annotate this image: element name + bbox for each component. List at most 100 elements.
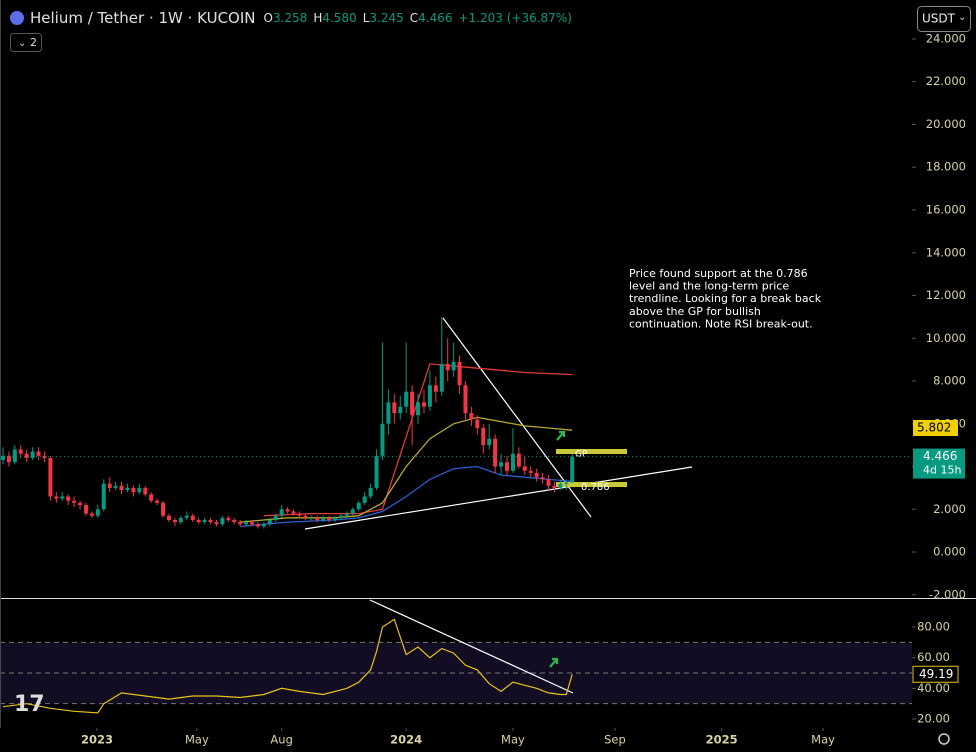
currency-select[interactable] (917, 6, 971, 32)
support-trendline (304, 466, 693, 530)
candle-body (499, 462, 504, 467)
candle-body (398, 406, 403, 414)
arrow-up (556, 430, 566, 441)
x-tick-label: Aug (270, 733, 292, 747)
x-tick-label: May (185, 733, 209, 747)
candle-body (552, 485, 557, 488)
gp-label: GP (575, 450, 588, 460)
candle-body (510, 453, 515, 471)
fib-zone (556, 482, 627, 487)
candle-body (89, 513, 94, 516)
candle-body (421, 402, 426, 407)
candle-body (196, 519, 201, 523)
x-tick-label: 2024 (390, 733, 422, 747)
candle-body (356, 502, 361, 510)
rsi-tick-label: 20.00 (917, 712, 950, 726)
candle-body (12, 449, 17, 463)
candle-body (463, 385, 468, 414)
candle-body (522, 466, 527, 471)
candle-body (143, 487, 148, 495)
candle-body (0, 455, 5, 461)
candle-body (255, 524, 260, 527)
candle-body (214, 522, 219, 525)
candle-body (303, 515, 308, 518)
candle-body (558, 483, 563, 488)
candle-body (107, 483, 112, 488)
y-tick-label: 2.000 (933, 502, 966, 516)
candle-body (250, 522, 255, 525)
candle-body (285, 509, 290, 512)
rsi-trendline (369, 599, 574, 694)
y-tick-label: 16.000 (926, 202, 966, 216)
candle-body (125, 487, 130, 491)
price-pane: GP 0.786 Price found support at the 0.786l… (0, 267, 912, 530)
candle-body (190, 515, 195, 520)
y-tick-label: 10.000 (926, 331, 966, 345)
open: 3.258 (273, 11, 307, 25)
rsi-tick-label: 60.00 (917, 650, 950, 664)
logo: 𝟭𝟳 (14, 692, 45, 717)
chevron: ⌄ (18, 38, 26, 49)
candle-body (493, 438, 498, 467)
candle-body (95, 509, 100, 516)
candle-body (410, 391, 415, 416)
candle-body (338, 515, 343, 518)
x-tick-label: May (501, 733, 525, 747)
candle-body (273, 515, 278, 520)
c-label: C (410, 11, 418, 25)
fib-label: 0.786 (581, 482, 610, 493)
x-tick-label: 2025 (706, 733, 738, 747)
candle-body (297, 513, 302, 516)
symbol[interactable]: Helium / Tether · 1W · KUCOIN (30, 9, 256, 27)
candle-body (570, 456, 575, 483)
y-tick-label: 18.000 (926, 160, 966, 174)
rsi-line (2, 618, 573, 714)
candle-body (83, 505, 88, 514)
candle-body (208, 519, 213, 523)
candle-body (362, 496, 367, 503)
y-tick-label: 20.000 (926, 117, 966, 131)
high: 4.580 (322, 11, 356, 25)
candle-body (161, 502, 166, 516)
candle-body (404, 391, 409, 407)
y-tick-label: 0.000 (933, 545, 966, 559)
candle-body (457, 361, 462, 386)
settings-icon[interactable] (938, 733, 950, 745)
y-tick-label: -2.000 (929, 587, 966, 601)
last-price-label: 4.466 (923, 449, 957, 463)
candle-body (534, 472, 539, 478)
gp-price-tag (913, 420, 958, 437)
candle-body (267, 519, 272, 525)
candle-body (232, 519, 237, 523)
candle-body (309, 517, 314, 519)
moving-average (263, 363, 573, 517)
candle-body (439, 363, 444, 392)
countdown: 4d 15h (923, 464, 961, 477)
candle-body (54, 496, 59, 499)
symbol-icon (10, 11, 24, 25)
y-tick-label: 24.000 (926, 31, 966, 45)
o-label: O (264, 11, 273, 25)
indicators-toggle[interactable] (10, 33, 42, 52)
candle-body (392, 402, 397, 414)
y-tick-label: 22.000 (926, 74, 966, 88)
candle-body (380, 423, 385, 456)
candle-body (368, 487, 373, 497)
candle-body (291, 511, 296, 514)
candle-body (445, 363, 450, 371)
grid (0, 641, 912, 705)
y-tick-label: 12.000 (926, 288, 966, 302)
candle-body (427, 385, 432, 407)
candle-body (131, 487, 136, 493)
low: 3.245 (369, 11, 403, 25)
note-line: Price found support at the 0.786 (629, 267, 808, 280)
legend-line: Helium / Tether · 1W · KUCOIN O3.258 H4.58… (30, 9, 572, 27)
chevron: ⌄ (958, 12, 966, 23)
candle-body (226, 517, 231, 520)
rsi-pane (2, 599, 574, 714)
candle-body (72, 500, 77, 503)
candle-body (528, 470, 533, 473)
candle-body (475, 419, 480, 429)
candle-body (350, 509, 355, 514)
close: 4.466 (418, 11, 452, 25)
